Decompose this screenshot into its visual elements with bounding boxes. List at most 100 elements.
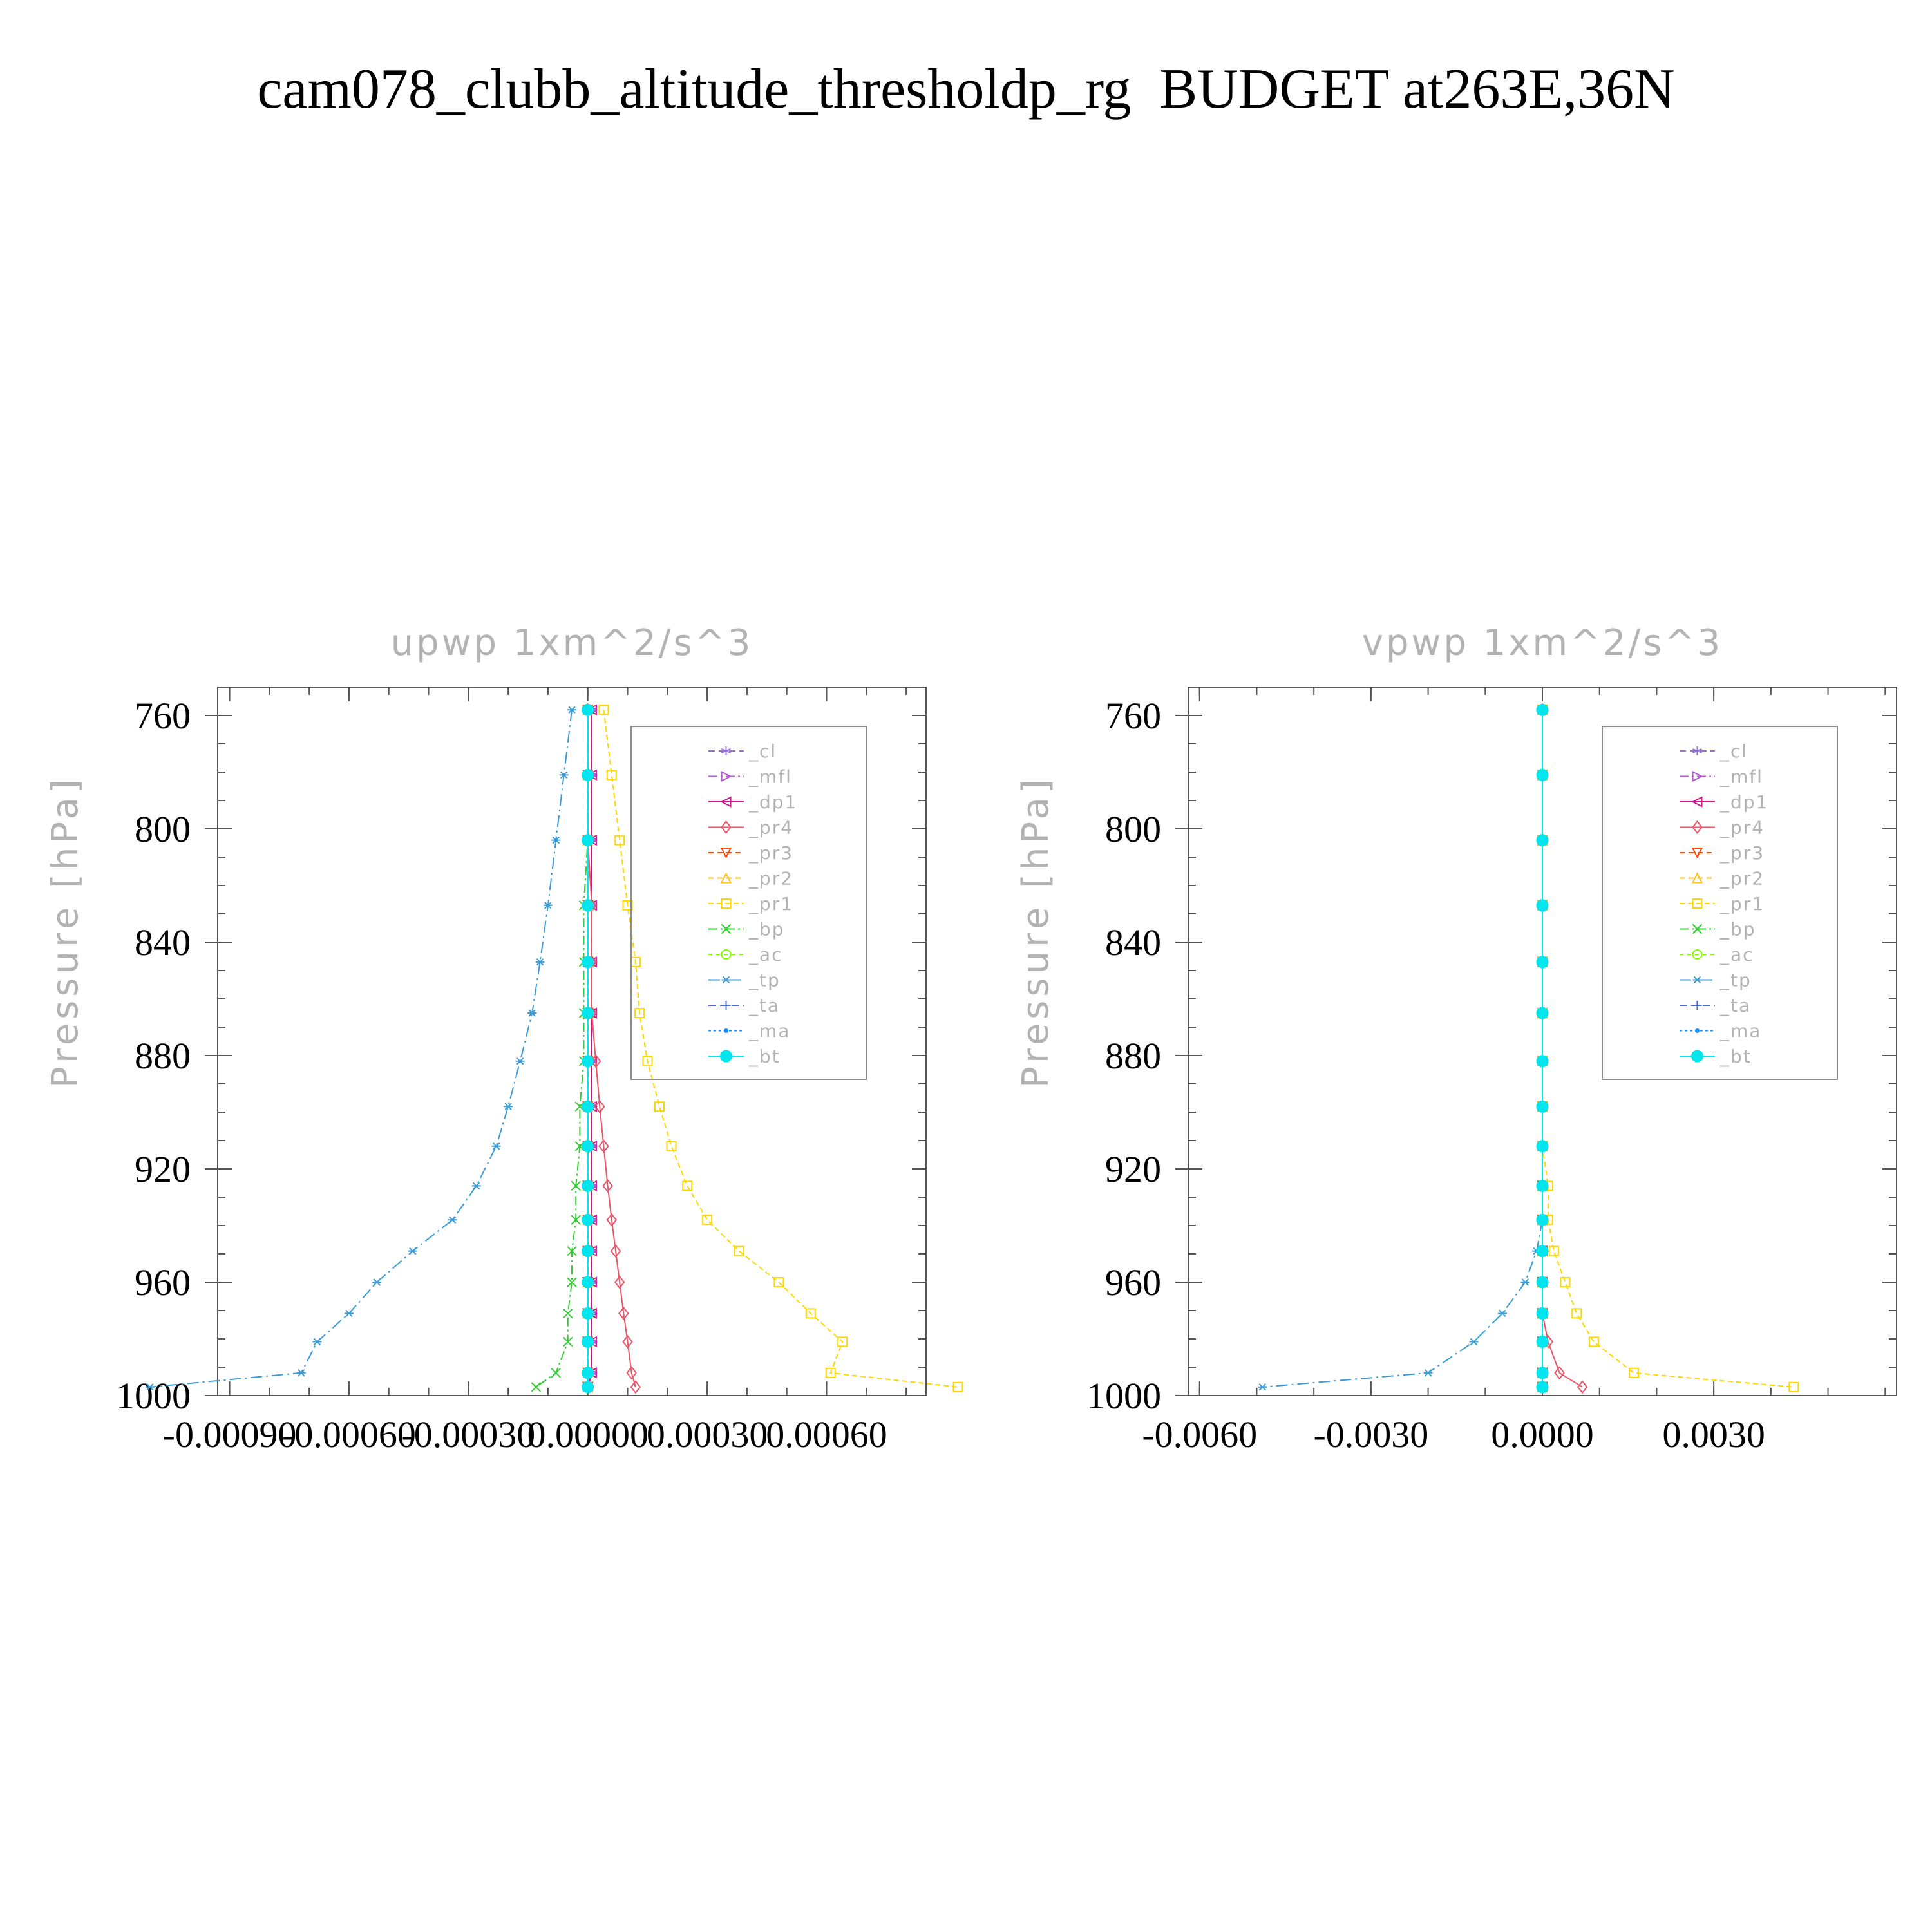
data-point bbox=[582, 1367, 594, 1379]
legend-marker bbox=[721, 976, 731, 984]
legend-label: _ac bbox=[748, 944, 783, 965]
data-point bbox=[773, 1277, 784, 1287]
y-tick-label: 880 bbox=[135, 1035, 191, 1077]
data-point bbox=[952, 1381, 963, 1392]
series-line bbox=[1262, 710, 1543, 1388]
panel-2: vpwp 1xm^2/s^3 Pressure [hPa] 760 800 840 880… bbox=[1015, 622, 1897, 1455]
data-point bbox=[1788, 1381, 1799, 1392]
y-tick-label: 1000 bbox=[1086, 1375, 1161, 1417]
series-tp bbox=[1258, 706, 1547, 1391]
legend-marker bbox=[1691, 872, 1703, 884]
data-point bbox=[606, 770, 617, 781]
legend-marker bbox=[1691, 1050, 1703, 1063]
data-point bbox=[1536, 1179, 1549, 1192]
data-point bbox=[1554, 1366, 1565, 1380]
x-tick-label: 0.0000 bbox=[1491, 1414, 1594, 1455]
data-point bbox=[571, 1180, 581, 1191]
series-line bbox=[149, 710, 573, 1388]
data-point bbox=[582, 1381, 594, 1394]
data-point bbox=[1536, 1100, 1549, 1113]
legend-label: _pr1 bbox=[1719, 893, 1765, 914]
data-point bbox=[567, 706, 576, 714]
series-bt bbox=[582, 703, 594, 1394]
x-tick-label: -0.00060 bbox=[282, 1414, 416, 1455]
panel-title: upwp 1xm^2/s^3 bbox=[391, 622, 753, 664]
data-point bbox=[598, 1139, 609, 1153]
data-point bbox=[734, 1245, 744, 1256]
series-line bbox=[603, 710, 958, 1388]
y-tick-label: 880 bbox=[1105, 1035, 1161, 1077]
legend-marker bbox=[1695, 1028, 1700, 1033]
x-tick-label: 0.00030 bbox=[647, 1414, 768, 1455]
legend: _cl _mfl _dp1 _pr4 _pr3 _pr2 _pr1 _bp _ac _tp _ta _… bbox=[1602, 726, 1838, 1080]
data-point bbox=[1536, 834, 1549, 847]
x-tick-label: -0.0030 bbox=[1313, 1414, 1428, 1455]
data-point bbox=[622, 1334, 633, 1349]
legend-box bbox=[630, 726, 867, 1080]
legend-marker bbox=[721, 820, 732, 835]
series-bt bbox=[1536, 703, 1549, 1394]
x-tick-label: -0.00030 bbox=[401, 1414, 535, 1455]
legend-marker bbox=[721, 1001, 731, 1010]
series-pr4 bbox=[1537, 703, 1588, 1394]
data-point bbox=[1497, 1309, 1507, 1318]
data-point bbox=[1536, 1307, 1549, 1320]
data-point bbox=[1536, 703, 1549, 716]
data-point bbox=[1258, 1383, 1267, 1391]
legend-label: _cl bbox=[748, 741, 777, 762]
legend-label: _bp bbox=[748, 919, 785, 940]
data-point bbox=[622, 900, 633, 911]
legend-label: _bt bbox=[1719, 1046, 1752, 1067]
data-point bbox=[1536, 1367, 1549, 1379]
y-tick-label: 920 bbox=[1105, 1148, 1161, 1190]
legend-marker bbox=[721, 949, 732, 960]
series-line bbox=[1542, 710, 1583, 1388]
y-axis-label: Pressure [hPa] bbox=[1015, 775, 1057, 1088]
legend-label: _pr2 bbox=[1719, 868, 1765, 889]
legend: _cl _mfl _dp1 _pr4 _pr3 _pr2 _pr1 _bp _ac _tp _ta _… bbox=[630, 726, 867, 1080]
data-point bbox=[1536, 768, 1549, 781]
data-point bbox=[702, 1215, 713, 1226]
legend-marker bbox=[721, 898, 732, 909]
data-point bbox=[582, 1140, 594, 1153]
data-point bbox=[1536, 1055, 1549, 1068]
data-point bbox=[606, 1213, 618, 1227]
legend-label: _ac bbox=[1719, 944, 1754, 965]
data-point bbox=[666, 1141, 677, 1151]
data-point bbox=[567, 1245, 577, 1256]
data-point bbox=[312, 1338, 322, 1346]
data-point bbox=[471, 1182, 481, 1190]
legend-marker bbox=[720, 872, 732, 884]
x-tick-label: -0.0060 bbox=[1142, 1414, 1257, 1455]
y-tick-label: 760 bbox=[1105, 695, 1161, 737]
data-point bbox=[1536, 1245, 1549, 1258]
legend-label: _cl bbox=[1719, 741, 1748, 762]
data-point bbox=[582, 1276, 594, 1289]
data-point bbox=[1571, 1308, 1582, 1319]
legend-marker bbox=[1691, 796, 1703, 808]
data-point bbox=[551, 836, 561, 844]
legend-marker bbox=[1692, 898, 1703, 909]
data-point bbox=[1588, 1336, 1599, 1347]
data-point bbox=[805, 1308, 816, 1319]
data-point bbox=[618, 1306, 629, 1321]
data-point bbox=[634, 1008, 645, 1018]
legend-box bbox=[1602, 726, 1838, 1080]
legend-marker bbox=[724, 1028, 728, 1033]
data-point bbox=[837, 1336, 848, 1347]
data-point bbox=[1536, 1007, 1549, 1019]
data-point bbox=[571, 1215, 581, 1225]
data-point bbox=[551, 1368, 561, 1378]
legend-label: _pr4 bbox=[1719, 817, 1765, 838]
legend-marker bbox=[1692, 1001, 1702, 1010]
y-axis-label: Pressure [hPa] bbox=[44, 775, 86, 1088]
data-point bbox=[582, 1335, 594, 1348]
figure-title: cam078_clubb_altitude_thresholdp_rg BUDG… bbox=[257, 58, 1675, 120]
legend-label: _pr4 bbox=[748, 817, 793, 838]
legend-label: _ta bbox=[748, 995, 780, 1016]
series-tp bbox=[145, 706, 576, 1391]
legend-marker bbox=[1692, 770, 1703, 782]
legend-marker bbox=[720, 848, 732, 859]
data-point bbox=[1536, 1335, 1549, 1348]
